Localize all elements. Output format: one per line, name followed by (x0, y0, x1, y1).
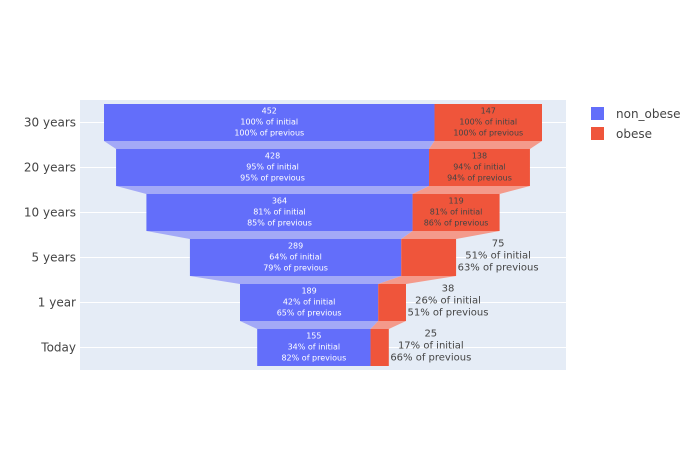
data-label-obese: 25 17% of initial 66% of previous (390, 329, 471, 364)
legend-swatch-obese (591, 127, 604, 140)
y-axis-ticks: 30 years 20 years 10 years 5 years 1 year Tod… (24, 116, 76, 355)
data-label-non-obese: 364 81% of initial 85% of previous (247, 197, 312, 228)
legend-label-non-obese: non_obese (616, 107, 681, 121)
y-tick-label: Today (40, 341, 76, 355)
bar-obese[interactable] (412, 194, 500, 231)
legend: non_obese obese (591, 107, 681, 141)
connector-non-obese (116, 186, 430, 194)
data-label-obese: 147 100% of initial 100% of previous (453, 107, 523, 138)
legend-item-non-obese[interactable]: non_obese (591, 107, 681, 121)
data-label-non-obese: 452 100% of initial 100% of previous (234, 107, 304, 138)
bar-obese[interactable] (378, 284, 406, 321)
bar-obese[interactable] (401, 239, 457, 276)
connector-non-obese (146, 231, 413, 239)
bar-non-obese[interactable] (189, 239, 402, 276)
data-label-obese: 138 94% of initial 94% of previous (447, 152, 512, 183)
connectors (104, 141, 542, 329)
connector-obese (412, 186, 530, 194)
data-label-obese: 119 81% of initial 86% of previous (424, 197, 489, 228)
bar-non-obese[interactable] (240, 284, 379, 321)
bar-non-obese[interactable] (146, 194, 413, 231)
bar-obese[interactable] (429, 149, 530, 186)
connector-obese (370, 321, 406, 329)
bar-obese[interactable] (434, 104, 542, 141)
y-tick-label: 5 years (32, 251, 76, 265)
data-label-non-obese: 289 64% of initial 79% of previous (263, 242, 328, 273)
data-label-obese: 38 26% of initial 51% of previous (408, 284, 489, 319)
data-label-non-obese: 189 42% of initial 65% of previous (277, 287, 342, 318)
y-tick-label: 20 years (24, 161, 76, 175)
legend-label-obese: obese (616, 127, 652, 141)
connector-obese (378, 276, 457, 284)
data-label-non-obese: 428 95% of initial 95% of previous (240, 152, 305, 183)
bar-obese[interactable] (370, 329, 389, 366)
connector-non-obese (189, 276, 402, 284)
connector-non-obese (104, 141, 435, 149)
legend-swatch-non-obese (591, 107, 604, 120)
data-label-obese: 75 51% of initial 63% of previous (458, 239, 539, 274)
y-tick-label: 30 years (24, 116, 76, 130)
connector-obese (429, 141, 542, 149)
connector-obese (401, 231, 500, 239)
data-label-non-obese: 155 34% of initial 82% of previous (281, 332, 346, 363)
y-tick-label: 10 years (24, 206, 76, 220)
y-tick-label: 1 year (38, 296, 76, 310)
data-labels: 452 100% of initial 100% of previous 147 100… (234, 107, 538, 364)
connector-non-obese (240, 321, 379, 329)
funnel-bars (104, 104, 542, 366)
legend-item-obese[interactable]: obese (591, 127, 652, 141)
bar-non-obese[interactable] (104, 104, 435, 141)
bar-non-obese[interactable] (116, 149, 430, 186)
bar-non-obese[interactable] (257, 329, 371, 366)
